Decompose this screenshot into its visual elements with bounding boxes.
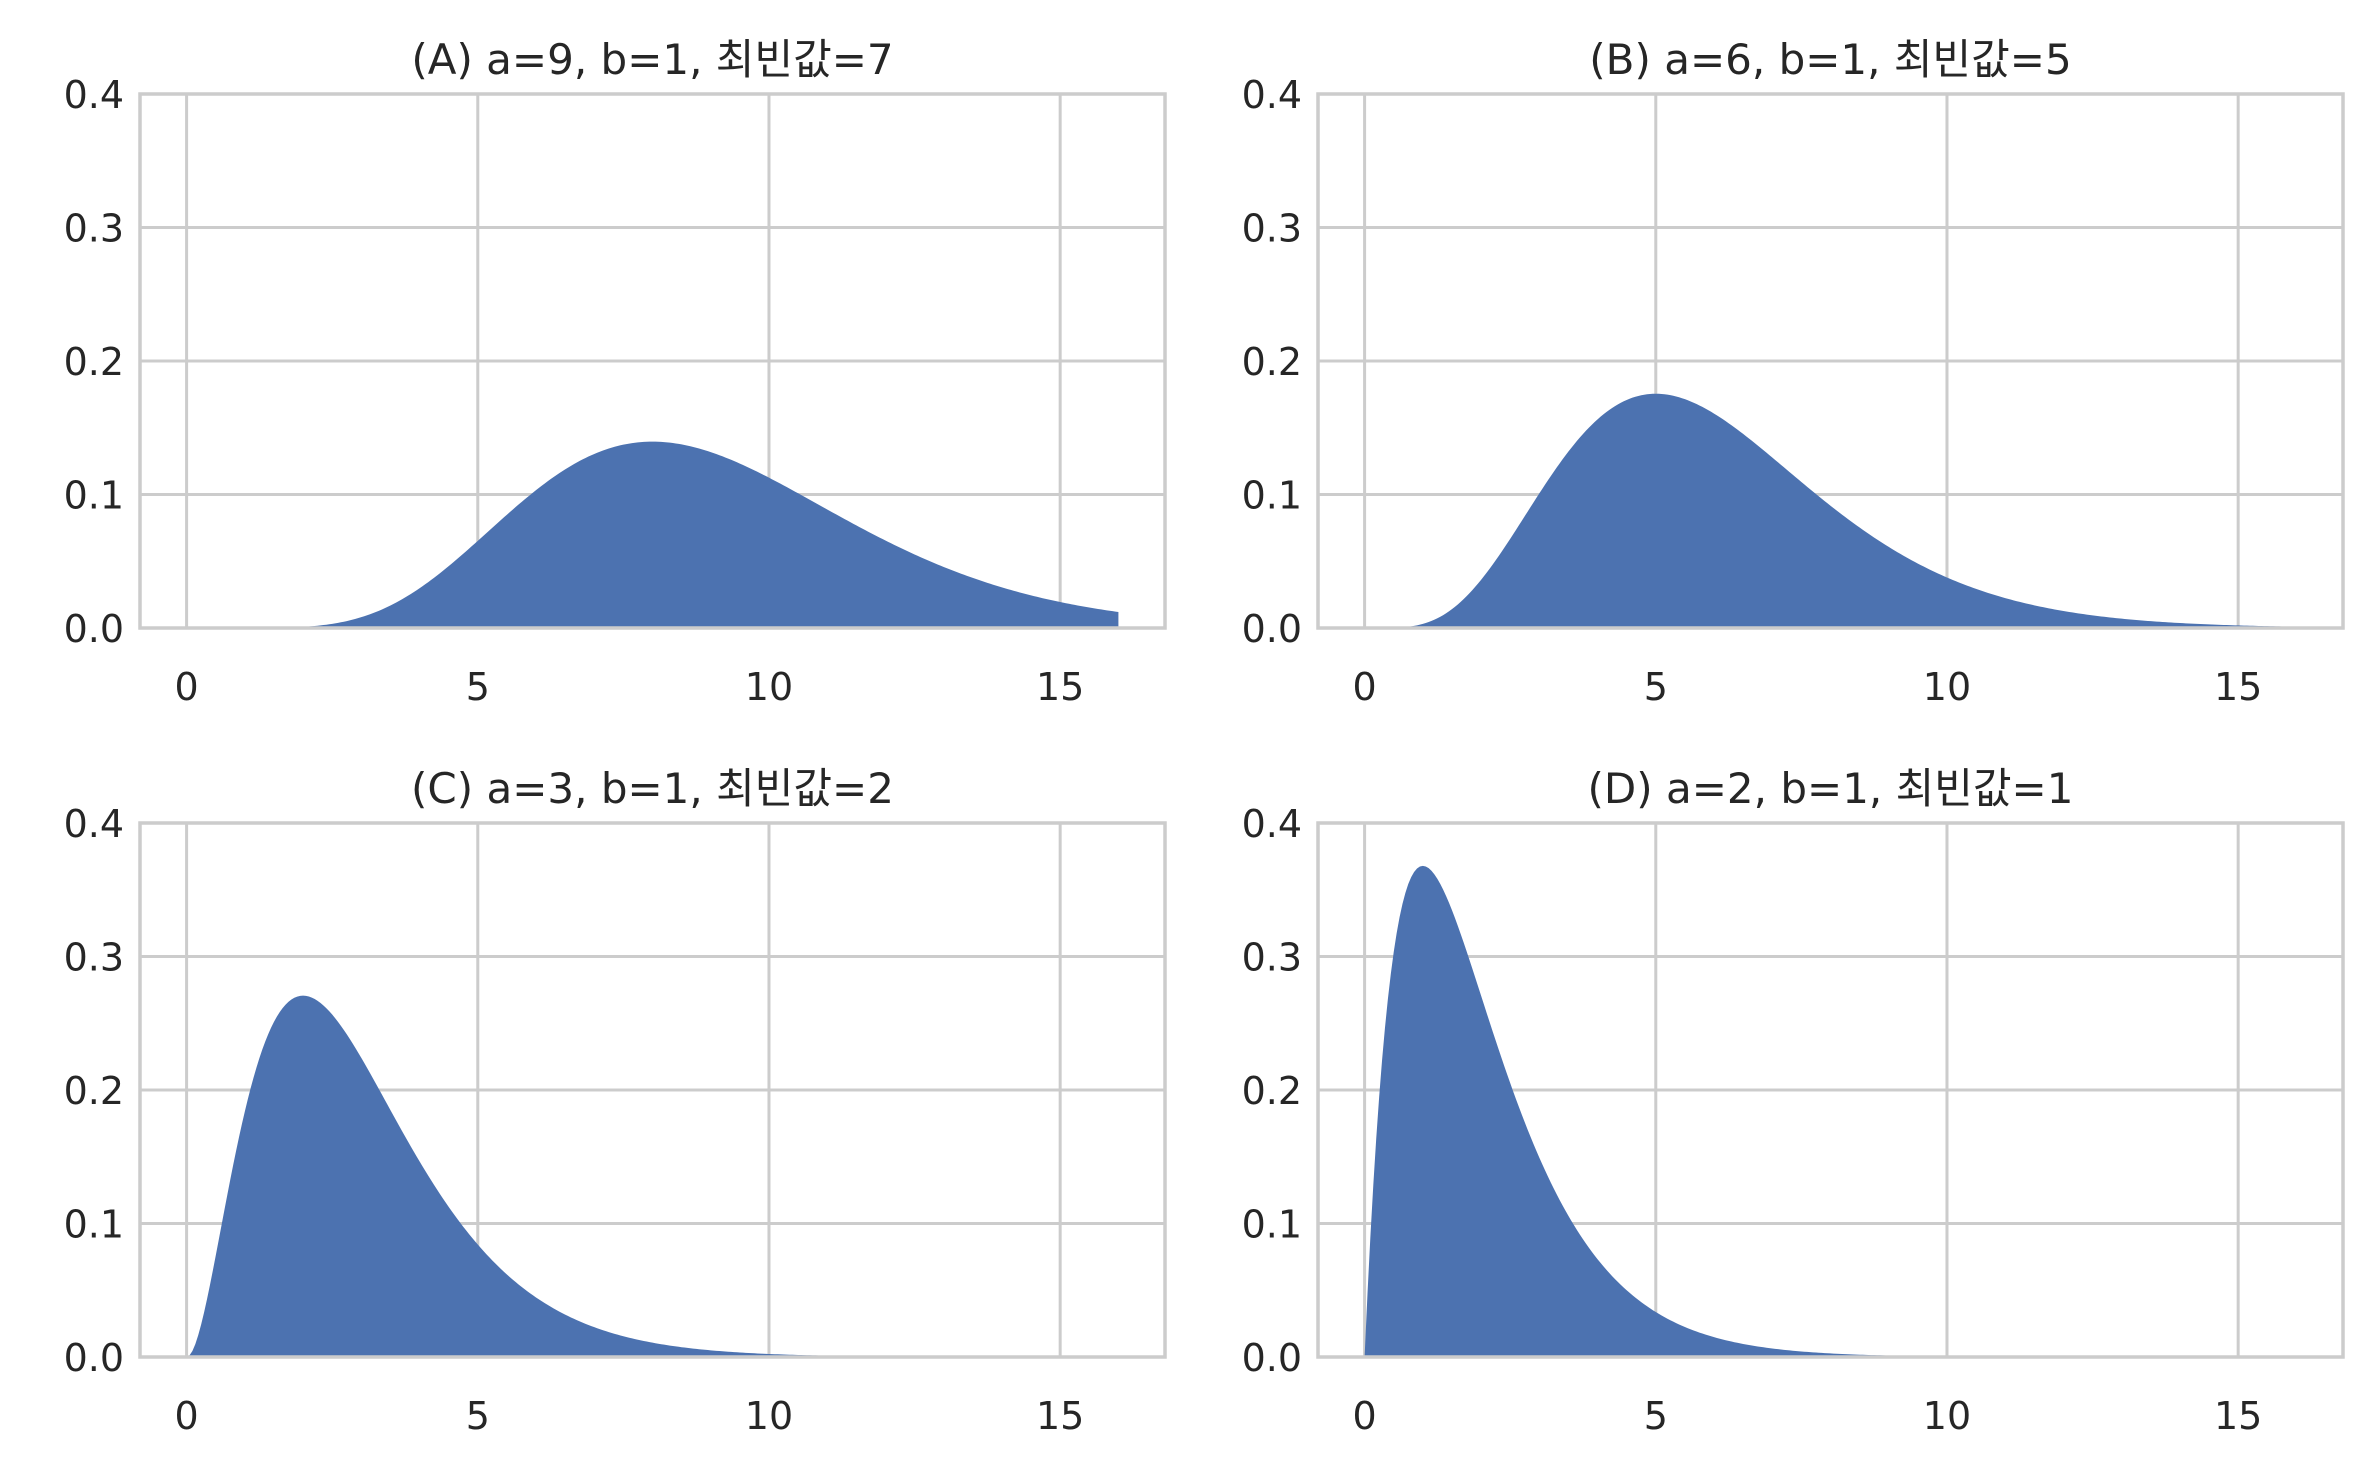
y-tick-label: 0.2 (64, 340, 124, 384)
plot-frame-c (138, 821, 1167, 1359)
y-tick-label: 0.0 (1242, 1336, 1302, 1380)
x-tick-label: 5 (1644, 1394, 1668, 1438)
y-tick-label: 0.2 (1242, 1069, 1302, 1113)
x-tick-label: 5 (1644, 665, 1668, 709)
x-tick-label: 5 (466, 665, 490, 709)
plot-frame-b (1316, 92, 2345, 630)
y-tick-label: 0.0 (64, 607, 124, 651)
x-tick-label: 15 (1036, 665, 1084, 709)
chart-panel-b: 0 5 10 15 0.0 0.1 0.2 0.3 0.4 (B) a=6, b=1, 최빈값=5 (1242, 35, 2345, 709)
x-tick-label: 15 (2214, 665, 2262, 709)
plot-frame-d (1316, 821, 2345, 1359)
chart-title-c: (C) a=3, b=1, 최빈값=2 (411, 764, 894, 813)
y-tick-label: 0.3 (1242, 207, 1302, 251)
y-tick-label: 0.1 (1242, 1203, 1302, 1247)
x-tick-label: 0 (1352, 665, 1376, 709)
x-tick-label: 15 (1036, 1394, 1084, 1438)
x-tick-label: 0 (1352, 1394, 1376, 1438)
chart-title-d: (D) a=2, b=1, 최빈값=1 (1588, 764, 2074, 813)
x-tick-label: 5 (466, 1394, 490, 1438)
y-tick-label: 0.0 (64, 1336, 124, 1380)
plot-frame-a (138, 92, 1167, 630)
chart-panel-a: 0 5 10 15 0.0 0.1 0.2 0.3 0.4 (A) a=9, b=1, 최빈값=7 (64, 35, 1167, 709)
chart-panel-c: 0 5 10 15 0.0 0.1 0.2 0.3 0.4 (C) a=3, b=1, 최빈값=2 (64, 764, 1167, 1438)
y-tick-label: 0.2 (1242, 340, 1302, 384)
y-tick-label: 0.3 (64, 207, 124, 251)
y-tick-label: 0.2 (64, 1069, 124, 1113)
chart-panel-d: 0 5 10 15 0.0 0.1 0.2 0.3 0.4 (D) a=2, b=1, 최빈값=1 (1242, 764, 2345, 1438)
y-tick-label: 0.3 (1242, 936, 1302, 980)
x-tick-label: 0 (174, 665, 198, 709)
x-tick-label: 10 (1923, 1394, 1971, 1438)
density-area-a (186, 441, 1119, 628)
y-tick-label: 0.4 (1242, 802, 1302, 846)
density-area-c (186, 995, 1119, 1357)
y-tick-label: 0.1 (64, 1203, 124, 1247)
y-tick-label: 0.4 (64, 73, 124, 117)
x-tick-label: 10 (1923, 665, 1971, 709)
y-tick-label: 0.1 (64, 474, 124, 518)
y-tick-label: 0.4 (64, 802, 124, 846)
y-tick-label: 0.3 (64, 936, 124, 980)
chart-title-a: (A) a=9, b=1, 최빈값=7 (411, 35, 893, 84)
density-area-d (1364, 865, 2297, 1357)
x-tick-label: 10 (745, 665, 793, 709)
x-tick-label: 15 (2214, 1394, 2262, 1438)
y-tick-label: 0.1 (1242, 474, 1302, 518)
x-tick-label: 0 (174, 1394, 198, 1438)
y-tick-label: 0.4 (1242, 73, 1302, 117)
x-tick-label: 10 (745, 1394, 793, 1438)
chart-title-b: (B) a=6, b=1, 최빈값=5 (1589, 35, 2071, 84)
density-area-b (1364, 393, 2297, 628)
y-tick-label: 0.0 (1242, 607, 1302, 651)
